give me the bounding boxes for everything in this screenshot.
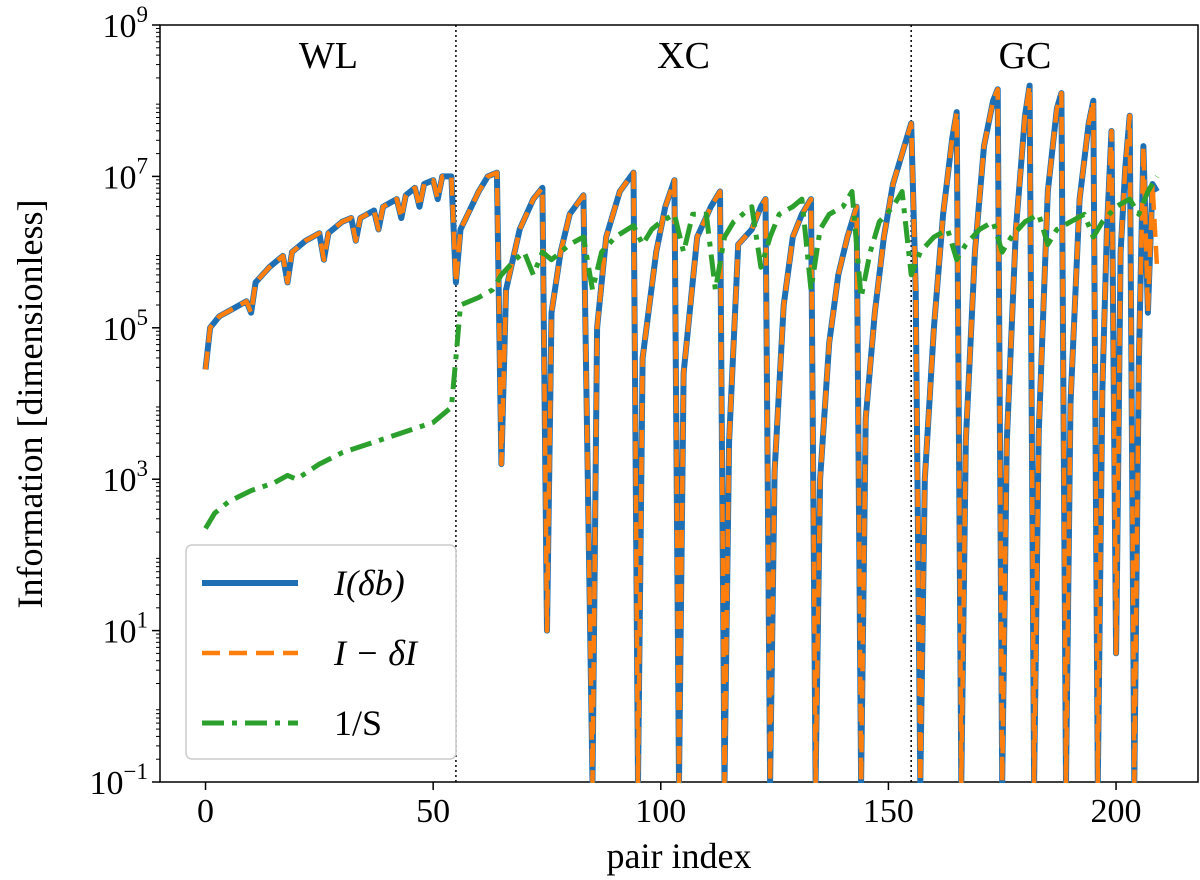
y-tick-label: 103	[103, 456, 149, 499]
series-line-I-minus-dI	[203, 83, 1160, 783]
x-tick-label: 0	[197, 793, 214, 830]
y-tick-label: 101	[103, 608, 149, 651]
legend-label-I-minus-dI: I − δI	[333, 633, 419, 673]
section-label-wl: WL	[299, 35, 358, 77]
y-tick-label: 105	[103, 305, 149, 348]
y-axis-ticks: 10−1 101 103 105 107 109	[90, 2, 160, 802]
x-tick-label: 50	[416, 793, 450, 830]
y-tick-label: 10−1	[90, 759, 148, 802]
legend-label-inv-S: 1/S	[334, 703, 382, 743]
x-tick-label: 100	[635, 793, 686, 830]
x-axis-label: pair index	[607, 836, 752, 876]
section-labels: WL XC GC	[299, 35, 1051, 77]
x-axis-ticks: 0 50 100 150 200	[197, 782, 1142, 830]
y-tick-label: 109	[103, 2, 149, 45]
y-axis-label: Information [dimensionless]	[10, 200, 50, 609]
legend-label-I-delta-b: I(δb)	[333, 563, 405, 603]
series-layer	[202, 82, 1160, 783]
x-tick-label: 150	[863, 793, 914, 830]
legend-box	[185, 544, 457, 760]
section-label-gc: GC	[999, 35, 1052, 77]
y-tick-label: 107	[103, 153, 149, 196]
legend: I(δb) I − δI 1/S	[185, 544, 457, 760]
series-line-inv-S	[203, 175, 1160, 530]
section-label-xc: XC	[657, 35, 710, 77]
x-tick-label: 200	[1091, 793, 1142, 830]
